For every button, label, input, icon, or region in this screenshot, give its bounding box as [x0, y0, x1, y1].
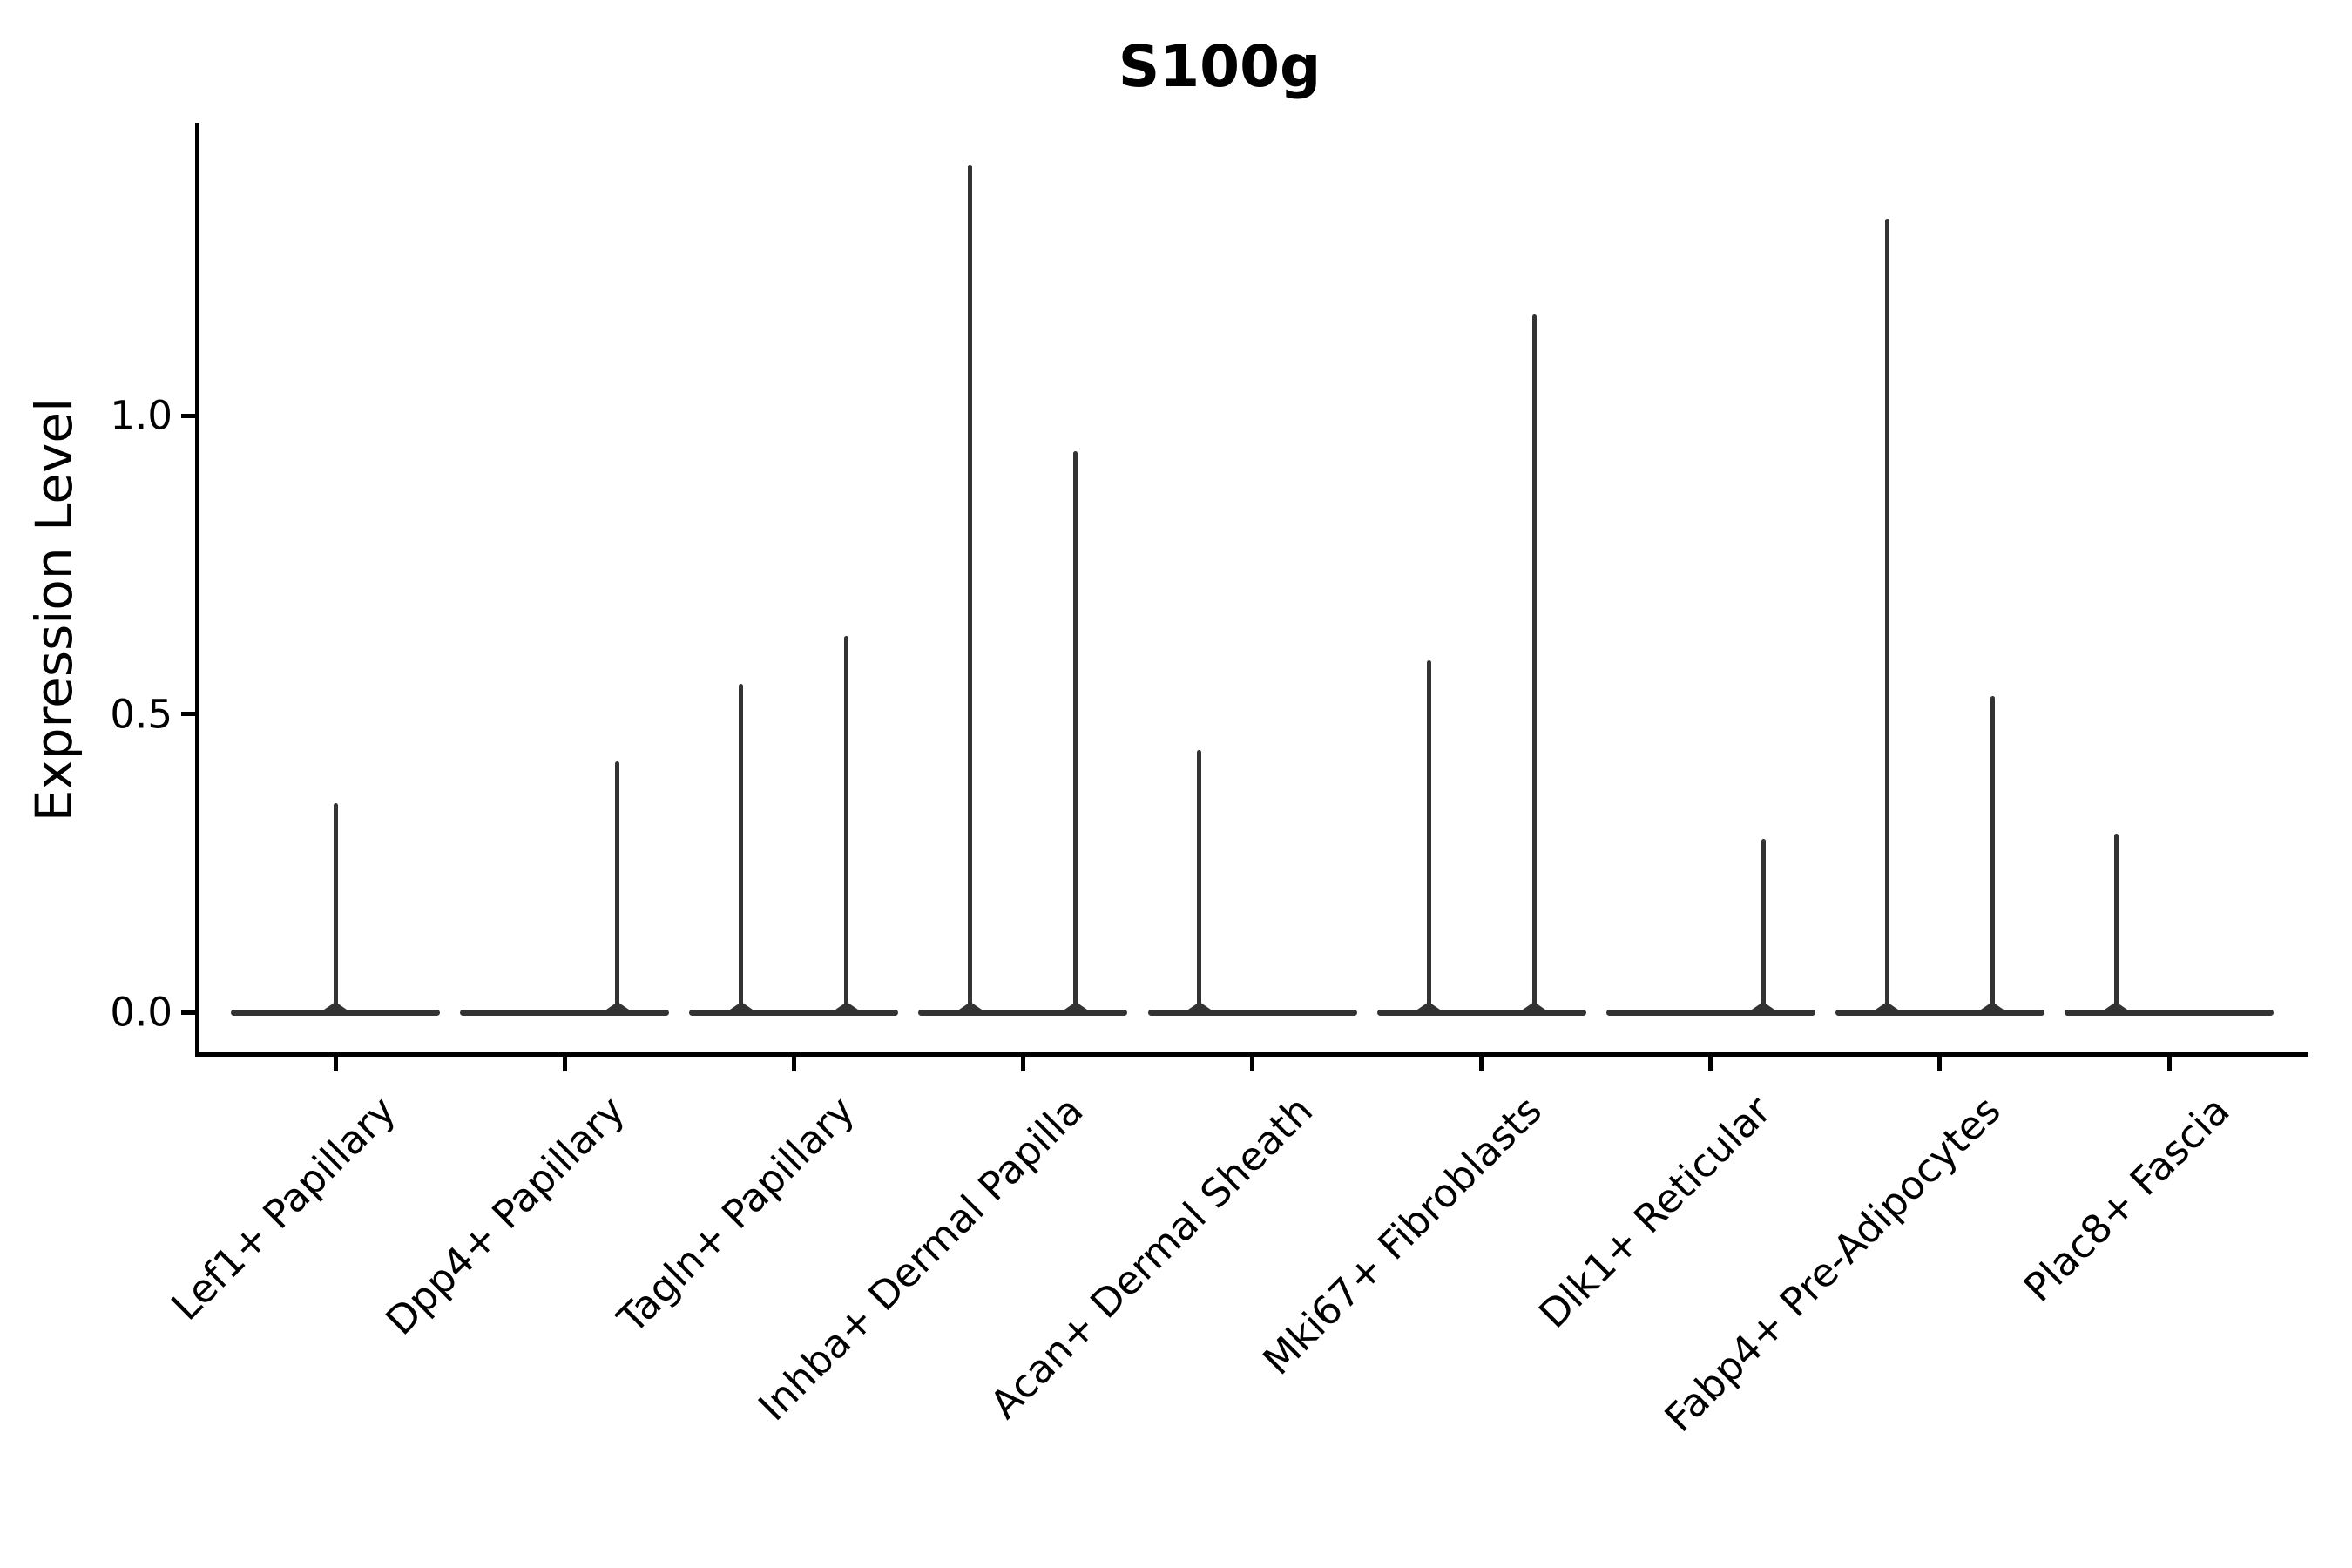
violin-baseline [1835, 1009, 2044, 1016]
violin-spike [968, 165, 973, 1012]
chart-title: S100g [1118, 33, 1321, 100]
violin-spike-flare [1523, 1001, 1546, 1010]
violin-spike-flare [1981, 1001, 2004, 1010]
violin-spike-flare [2105, 1001, 2128, 1010]
violin-spike [1426, 659, 1431, 1012]
x-axis-category-label: Plac8+ Fascia [2014, 1087, 2239, 1311]
x-axis-category-label: Dpp4+ Papillary [376, 1087, 634, 1344]
x-axis-tick [1250, 1054, 1254, 1071]
violin-spike-flare [605, 1001, 629, 1010]
violin-spike-flare [1876, 1001, 1899, 1010]
violin-spike-flare [1187, 1001, 1211, 1010]
x-axis-tick [791, 1054, 796, 1071]
violin-spike [1073, 451, 1078, 1012]
violin-spike-flare [835, 1001, 858, 1010]
violin-baseline [918, 1009, 1128, 1016]
x-axis-tick [333, 1054, 338, 1071]
y-axis-tick [181, 1010, 197, 1015]
x-axis-tick [1708, 1054, 1713, 1071]
x-axis-category-label: Tagln+ Papillary [608, 1087, 863, 1342]
violin-spike [1884, 218, 1889, 1012]
y-axis-tick-label: 0.5 [110, 691, 172, 737]
violin-spike [333, 803, 338, 1012]
violin-spike-flare [1064, 1001, 1087, 1010]
violin-spike [2113, 833, 2119, 1012]
violin-spike [1761, 839, 1766, 1012]
violin-spike [1990, 695, 1995, 1012]
y-axis-line [195, 123, 199, 1057]
violin-baseline [460, 1009, 670, 1016]
x-axis-category-label: Lef1+ Papillary [162, 1087, 405, 1329]
violin-spike [615, 761, 620, 1012]
x-axis-tick [1479, 1054, 1484, 1071]
violin-baseline [2065, 1009, 2274, 1016]
violin-spike [739, 684, 744, 1012]
violin-baseline [689, 1009, 899, 1016]
violin-spike [1531, 314, 1537, 1012]
x-axis-category-label: Dlk1+ Reticular [1530, 1087, 1781, 1337]
x-axis-tick [1020, 1054, 1025, 1071]
violin-spike-flare [324, 1001, 347, 1010]
y-axis-tick-label: 0.0 [110, 989, 172, 1036]
violin-spike-flare [958, 1001, 982, 1010]
violin-baseline [1147, 1009, 1357, 1016]
violin-spike-flare [1752, 1001, 1775, 1010]
violin-spike-flare [729, 1001, 753, 1010]
y-axis-label: Expression Level [24, 397, 84, 822]
violin-baseline [231, 1009, 440, 1016]
y-axis-tick-label: 1.0 [110, 392, 172, 439]
violin-baseline [1605, 1009, 1815, 1016]
violin-baseline [1376, 1009, 1586, 1016]
x-axis-tick [1937, 1054, 1943, 1071]
violin-spike [844, 636, 849, 1012]
x-axis-tick [2166, 1054, 2172, 1071]
y-axis-tick [181, 712, 197, 716]
violin-spike-flare [1417, 1001, 1441, 1010]
x-axis-tick [562, 1054, 567, 1071]
y-axis-tick [181, 413, 197, 418]
violin-spike [1197, 749, 1202, 1012]
